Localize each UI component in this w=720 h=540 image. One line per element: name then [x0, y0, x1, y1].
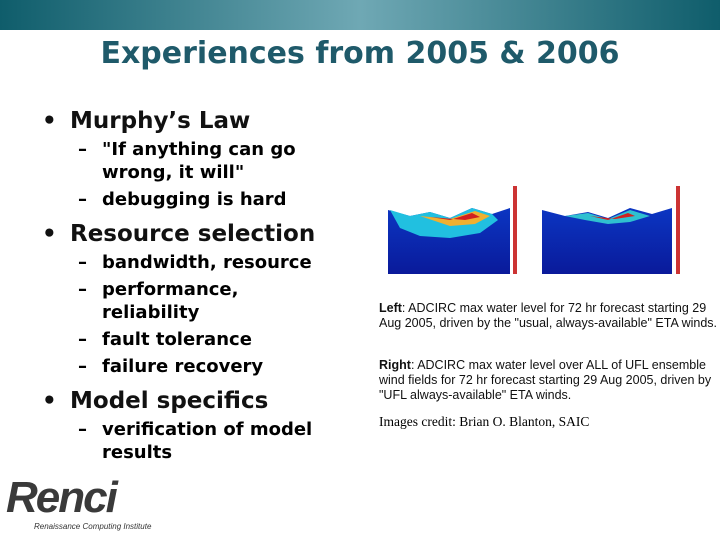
sub-bullet-text: "If anything can go wrong, it will" [102, 139, 296, 183]
sub-bullet: debugging is hard [42, 188, 372, 211]
sub-bullet: bandwidth, resource [42, 251, 372, 274]
sub-bullet-text: bandwidth, resource [102, 252, 312, 273]
sub-bullet: performance, reliability [42, 278, 372, 324]
left-map [388, 186, 517, 274]
bullet: Model specifics [42, 388, 372, 414]
caption: Right: ADCIRC max water level over ALL o… [379, 358, 717, 403]
sub-bullet: "If anything can go wrong, it will" [42, 138, 372, 184]
bullet: Resource selection [42, 221, 372, 247]
caption-label: Left [379, 301, 402, 315]
forecast-maps [388, 186, 680, 274]
caption-text: : ADCIRC max water level for 72 hr forec… [379, 301, 717, 330]
sub-bullet: verification of model results [42, 418, 372, 464]
sub-bullet: failure recovery [42, 355, 372, 378]
sub-bullet: fault tolerance [42, 328, 372, 351]
bullet: Murphy’s Law [42, 108, 372, 134]
sub-bullet-text: failure recovery [102, 356, 264, 377]
right-map [542, 186, 680, 274]
sub-bullet-text: fault tolerance [102, 329, 252, 350]
logo-name: Renci [6, 473, 118, 522]
sub-bullet-text: verification of model results [102, 419, 313, 463]
sub-bullet-text: debugging is hard [102, 189, 287, 210]
sub-bullet-text: performance, reliability [102, 279, 239, 323]
logo-subtitle: Renaissance Computing Institute [34, 522, 152, 531]
banner [0, 0, 720, 30]
credit: Images credit: Brian O. Blanton, SAIC [379, 414, 590, 429]
caption: Left: ADCIRC max water level for 72 hr f… [379, 301, 717, 331]
bullet-list: Murphy’s Law "If anything can go wrong, i… [42, 102, 372, 464]
caption-text: : ADCIRC max water level over ALL of UFL… [379, 358, 712, 402]
title: Experiences from 2005 & 2006 [100, 36, 620, 71]
logo: Renci Renaissance Computing Institute [6, 474, 176, 534]
caption-label: Right [379, 358, 411, 372]
